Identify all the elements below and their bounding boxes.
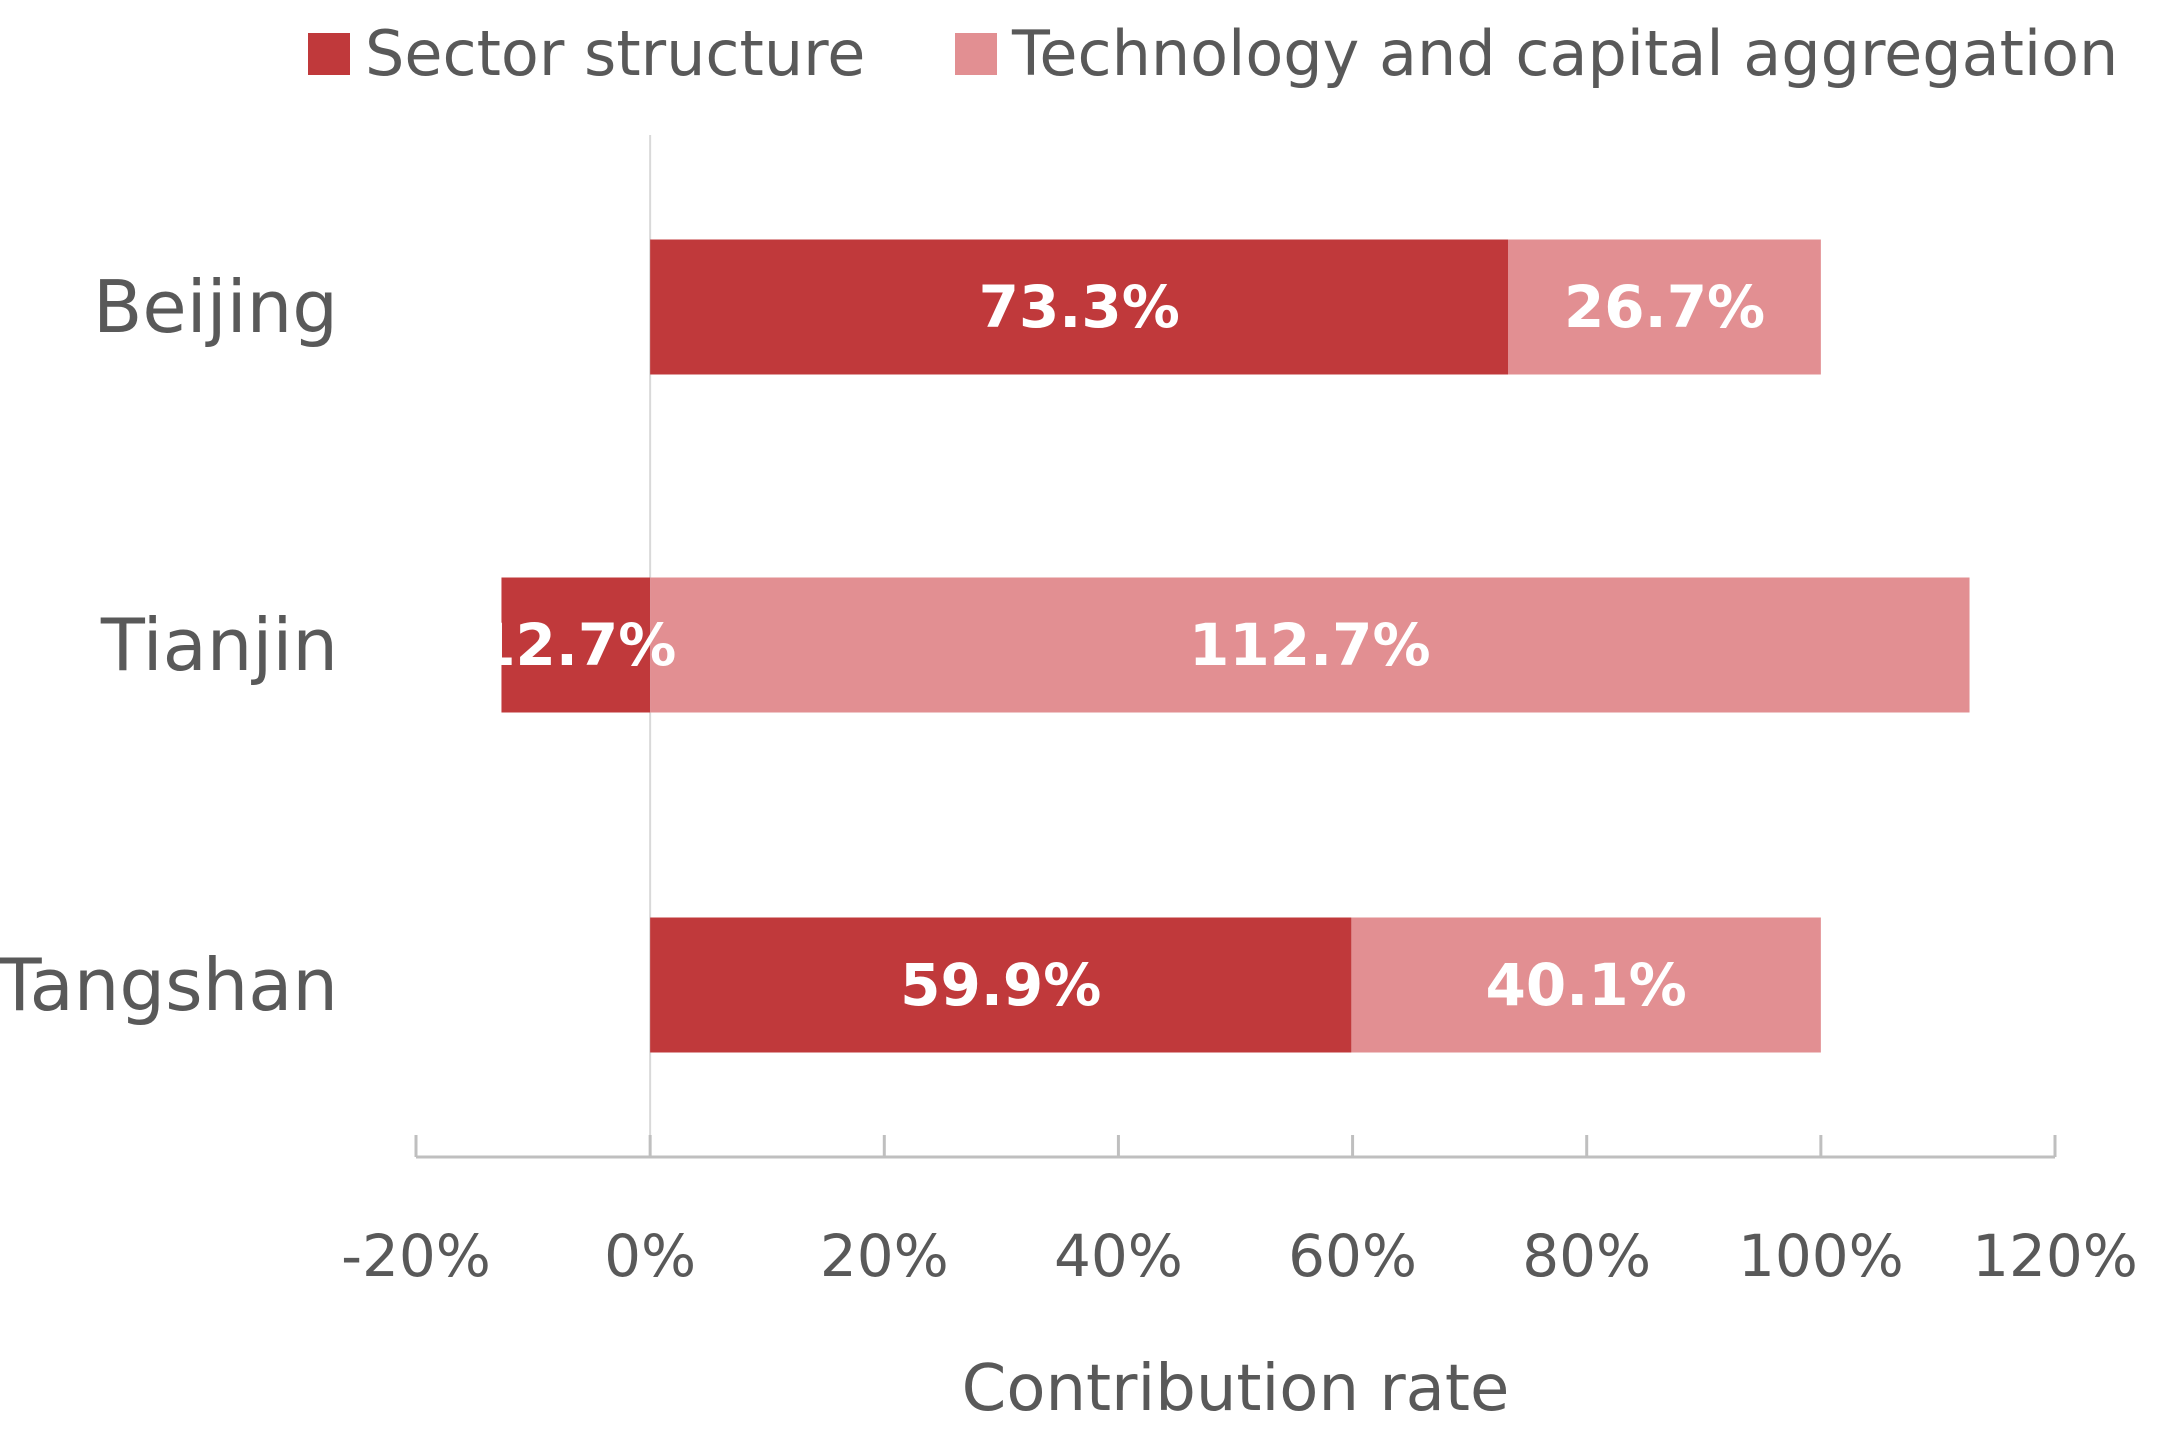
x-tick-label-0: -20% (341, 1222, 491, 1290)
data-label-tianjin-technology-and-capital-aggregation: 112.7% (1189, 611, 1431, 679)
legend-swatch-technology-and-capital-aggregation (955, 33, 997, 75)
bar-beijing-technology-and-capital-aggregation (1508, 239, 1821, 375)
legend-label-technology-and-capital-aggregation: Technology and capital aggregation (1011, 17, 2118, 90)
data-label-tangshan-sector-structure: 59.9% (900, 951, 1101, 1019)
data-label-beijing-technology-and-capital-aggregation: 26.7% (1564, 273, 1765, 341)
bar-tangshan-sector-structure (650, 917, 1352, 1053)
x-tick-label-1: 0% (604, 1222, 696, 1290)
x-axis-title: Contribution rate (962, 1352, 1510, 1426)
x-tick-label-5: 80% (1522, 1222, 1651, 1290)
x-tick-label-2: 20% (820, 1222, 949, 1290)
category-label-tangshan: Tangshan (0, 943, 338, 1027)
bar-beijing-sector-structure (650, 239, 1509, 375)
legend-label-sector-structure: Sector structure (365, 17, 865, 90)
x-tick-label-4: 60% (1288, 1222, 1417, 1290)
x-tick-label-6: 100% (1738, 1222, 1904, 1290)
bar-tangshan-technology-and-capital-aggregation (1351, 917, 1821, 1053)
bar-tianjin-technology-and-capital-aggregation (650, 577, 1970, 713)
x-tick-label-3: 40% (1054, 1222, 1183, 1290)
category-label-beijing: Beijing (93, 265, 338, 349)
legend-swatch-sector-structure (308, 33, 350, 75)
bar-tianjin-sector-structure (501, 577, 651, 713)
x-tick-label-7: 120% (1972, 1222, 2138, 1290)
data-label-tianjin-sector-structure: 12.7% (475, 611, 676, 679)
data-label-beijing-sector-structure: 73.3% (979, 273, 1180, 341)
category-label-tianjin: Tianjin (100, 603, 338, 687)
data-label-tangshan-technology-and-capital-aggregation: 40.1% (1486, 951, 1687, 1019)
